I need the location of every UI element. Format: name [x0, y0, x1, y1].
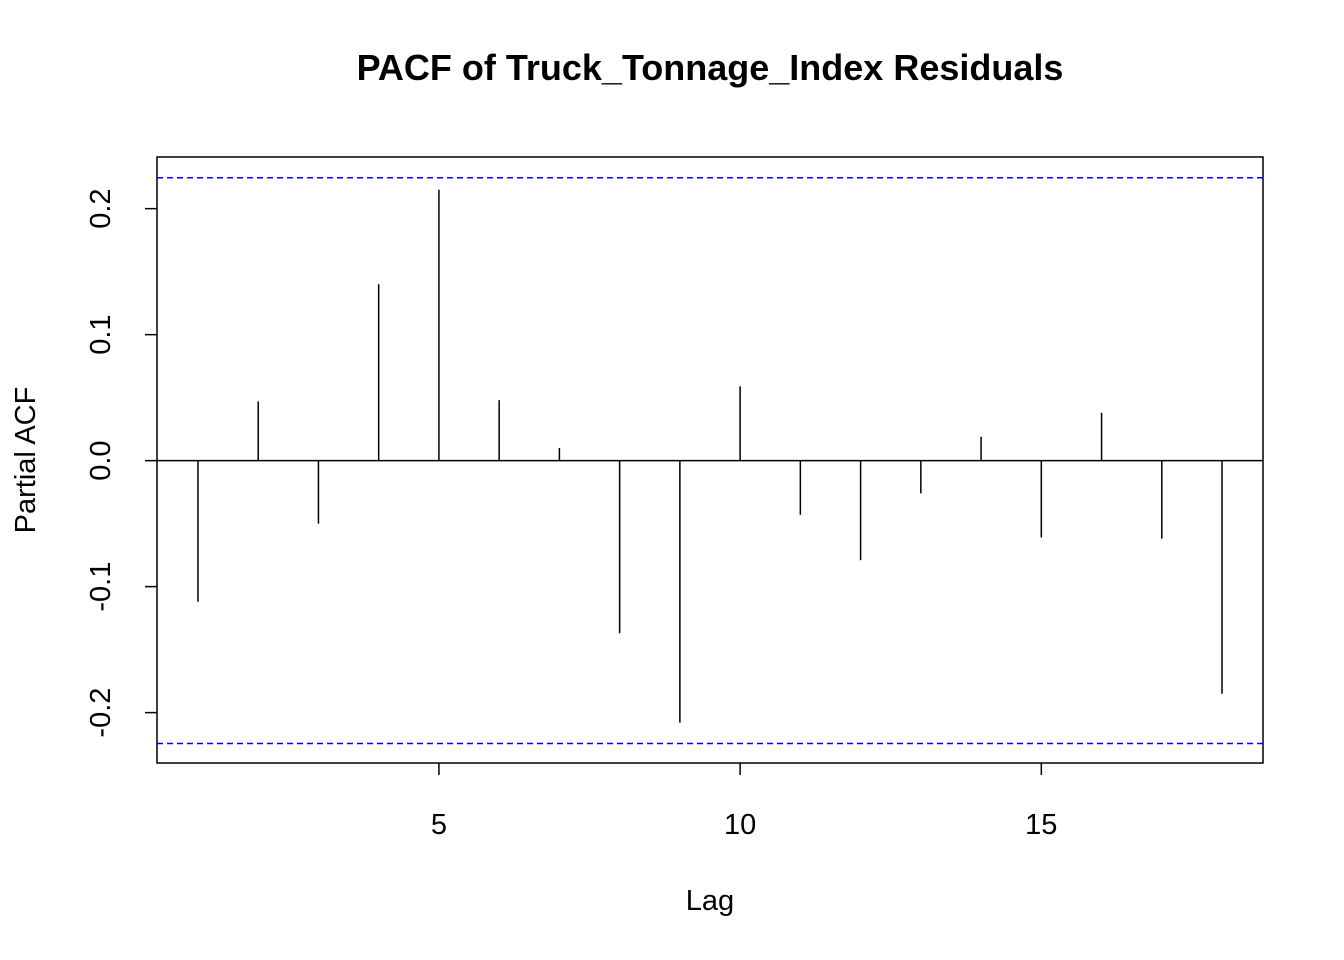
chart-title: PACF of Truck_Tonnage_Index Residuals: [357, 47, 1064, 88]
x-tick-label-15: 15: [1025, 809, 1057, 841]
confidence-bounds: [157, 177, 1263, 745]
y-axis: -0.2 -0.1 0.0 0.1 0.2: [85, 188, 157, 738]
x-tick-label-5: 5: [431, 809, 447, 841]
x-axis: 5 10 15: [431, 763, 1057, 841]
y-tick-label-0.1: 0.1: [85, 314, 117, 354]
y-tick-label--0.2: -0.2: [85, 688, 117, 738]
y-tick-label-0.0: 0.0: [85, 440, 117, 480]
y-tick-label-0.2: 0.2: [85, 188, 117, 228]
y-axis-title: Partial ACF: [10, 387, 42, 534]
y-tick-label--0.1: -0.1: [85, 562, 117, 612]
pacf-bars: [197, 189, 1223, 723]
x-tick-label-10: 10: [724, 809, 756, 841]
x-axis-title: Lag: [686, 885, 734, 917]
